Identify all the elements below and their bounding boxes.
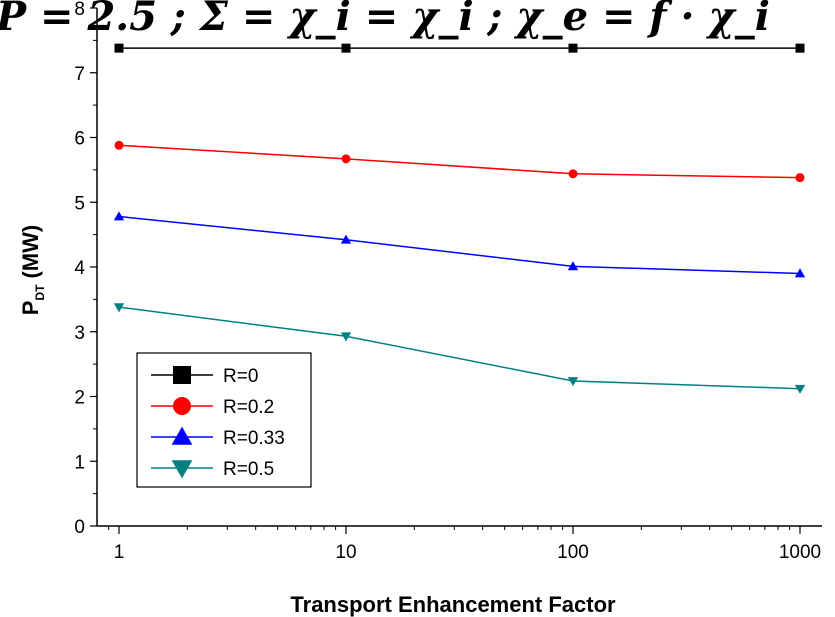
- data-point: [795, 43, 805, 53]
- data-point: [340, 332, 352, 342]
- data-point: [341, 43, 351, 53]
- y-axis-label-sub: DT: [33, 284, 47, 301]
- data-point: [114, 43, 124, 53]
- series-line: [118, 215, 801, 275]
- x-tick-label: 100: [557, 542, 589, 563]
- y-tick-label: 2: [74, 388, 85, 409]
- legend-marker: [171, 426, 193, 445]
- legend-marker: [171, 460, 193, 479]
- legend-marker: [173, 366, 191, 384]
- title-fragment: P = 2.5 ; Σ = χ_i = χ_i ; χ_e = f · χ_i: [0, 0, 770, 40]
- x-axis-label: Transport Enhancement Factor: [290, 592, 616, 617]
- y-tick-label: 4: [74, 258, 85, 279]
- y-tick-label: 1: [74, 452, 85, 473]
- data-point: [114, 140, 124, 150]
- data-point: [567, 377, 579, 387]
- y-tick-label: 8: [74, 0, 85, 20]
- y-axis-label-unit: (MW): [18, 225, 43, 279]
- y-axis-label-main: P: [18, 301, 43, 316]
- legend-label: R=0.2: [223, 397, 274, 418]
- data-point: [568, 169, 578, 179]
- y-tick-label: 7: [74, 64, 85, 85]
- data-point: [795, 173, 805, 183]
- y-tick-label: 6: [74, 129, 85, 150]
- data-point: [568, 43, 578, 53]
- chart-title: P = 2.5 ; Σ = χ_i = χ_i ; χ_e = f · χ_i: [0, 0, 770, 40]
- y-tick-label: 3: [74, 323, 85, 344]
- data-point: [341, 154, 351, 164]
- data-point: [794, 268, 806, 278]
- series-line: [118, 144, 801, 179]
- x-tick-label: 10: [335, 542, 356, 563]
- svg-text:PDT(MW): PDT (MW): [18, 225, 47, 315]
- legend-label: R=0.5: [223, 459, 274, 480]
- y-axis-label: PDT (MW): [18, 225, 47, 315]
- data-point: [113, 303, 125, 313]
- y-tick-label: 5: [74, 193, 85, 214]
- series-line: [118, 306, 801, 390]
- legend-label: R=0: [223, 366, 258, 387]
- data-point: [340, 234, 352, 244]
- data-point: [567, 261, 579, 271]
- data-point: [794, 384, 806, 394]
- y-tick-label: 0: [74, 517, 85, 538]
- legend-label: R=0.33: [223, 428, 285, 449]
- x-tick-label: 1000: [779, 542, 821, 563]
- legend-marker: [173, 397, 191, 415]
- data-point: [113, 211, 125, 221]
- x-tick-label: 1: [114, 542, 125, 563]
